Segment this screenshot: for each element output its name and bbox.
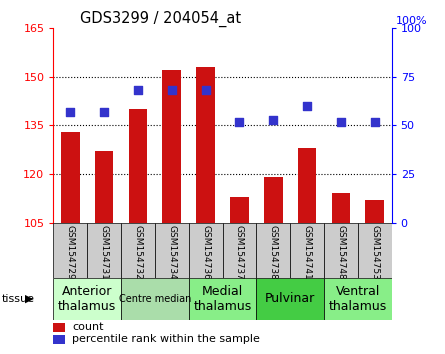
Bar bbox=[222, 223, 256, 278]
Point bbox=[134, 88, 142, 93]
Bar bbox=[95, 152, 113, 223]
Text: percentile rank within the sample: percentile rank within the sample bbox=[72, 334, 260, 344]
Text: Medial
thalamus: Medial thalamus bbox=[194, 285, 251, 313]
Text: count: count bbox=[72, 322, 104, 332]
Bar bbox=[332, 193, 350, 223]
Bar bbox=[121, 278, 189, 320]
Text: GSM154736: GSM154736 bbox=[201, 225, 210, 280]
Bar bbox=[256, 278, 324, 320]
Text: GDS3299 / 204054_at: GDS3299 / 204054_at bbox=[81, 11, 242, 27]
Text: GSM154729: GSM154729 bbox=[66, 225, 75, 280]
Text: GSM154731: GSM154731 bbox=[100, 225, 109, 280]
Point bbox=[303, 103, 311, 109]
Bar bbox=[256, 223, 290, 278]
Bar bbox=[298, 148, 316, 223]
Bar bbox=[189, 278, 256, 320]
Bar bbox=[290, 223, 324, 278]
Text: GSM154732: GSM154732 bbox=[134, 225, 142, 280]
Text: tissue: tissue bbox=[2, 294, 35, 304]
Point bbox=[236, 119, 243, 124]
Bar bbox=[61, 132, 80, 223]
Text: ▶: ▶ bbox=[24, 294, 33, 304]
Bar bbox=[121, 223, 155, 278]
Point bbox=[371, 119, 378, 124]
Point bbox=[270, 117, 277, 122]
Bar bbox=[53, 223, 87, 278]
Bar bbox=[189, 223, 222, 278]
Text: GSM154734: GSM154734 bbox=[167, 225, 176, 280]
Point bbox=[337, 119, 344, 124]
Bar bbox=[196, 67, 215, 223]
Bar bbox=[53, 335, 65, 343]
Text: GSM154741: GSM154741 bbox=[303, 225, 312, 280]
Point bbox=[67, 109, 74, 115]
Text: GSM154737: GSM154737 bbox=[235, 225, 244, 280]
Point bbox=[101, 109, 108, 115]
Point bbox=[168, 88, 175, 93]
Bar bbox=[230, 197, 249, 223]
Bar bbox=[162, 70, 181, 223]
Text: Pulvinar: Pulvinar bbox=[265, 292, 315, 305]
Text: Ventral
thalamus: Ventral thalamus bbox=[329, 285, 387, 313]
Text: GSM154738: GSM154738 bbox=[269, 225, 278, 280]
Bar bbox=[155, 223, 189, 278]
Text: 100%: 100% bbox=[396, 16, 427, 25]
Text: GSM154753: GSM154753 bbox=[370, 225, 379, 280]
Text: GSM154748: GSM154748 bbox=[336, 225, 345, 280]
Bar bbox=[324, 223, 358, 278]
Point bbox=[202, 88, 209, 93]
Bar bbox=[324, 278, 392, 320]
Text: Centre median: Centre median bbox=[119, 294, 191, 304]
Bar bbox=[365, 200, 384, 223]
Bar bbox=[264, 177, 283, 223]
Bar bbox=[358, 223, 392, 278]
Bar bbox=[87, 223, 121, 278]
Bar bbox=[53, 323, 65, 332]
Bar bbox=[53, 278, 121, 320]
Text: Anterior
thalamus: Anterior thalamus bbox=[58, 285, 116, 313]
Bar bbox=[129, 109, 147, 223]
